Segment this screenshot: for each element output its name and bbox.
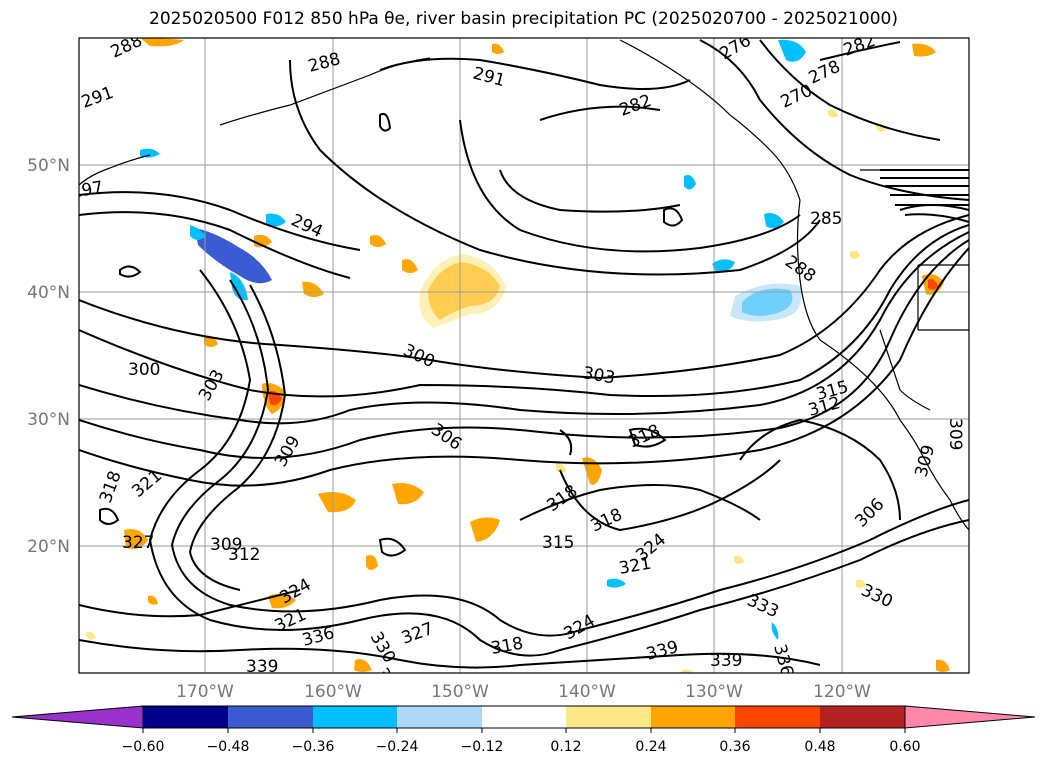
contour-label: 330 <box>372 665 406 703</box>
colorbar-swatch <box>313 706 397 728</box>
colorbar-label: 0.48 <box>804 739 835 755</box>
precip-anomaly-shading <box>86 38 950 673</box>
lat-labels: 50°N 40°N 30°N 20°N <box>27 156 70 557</box>
lon-label-120w: 120°W <box>813 682 871 702</box>
colorbar-swatch <box>566 706 651 728</box>
colorbar-swatch <box>228 706 313 728</box>
colorbar-swatch <box>397 706 482 728</box>
colorbar-label: 0.12 <box>550 739 581 755</box>
lat-label-30n: 30°N <box>27 410 70 430</box>
contour-label: 339 <box>710 651 742 671</box>
lon-labels: 170°W 160°W 150°W 140°W 130°W 120°W <box>176 682 871 702</box>
colorbar-extend-max <box>904 705 1036 729</box>
contour-label: 315 <box>542 533 574 553</box>
lon-label-150w: 150°W <box>431 682 489 702</box>
contour-label: 309 <box>945 418 965 450</box>
colorbar-label: 0.36 <box>719 739 750 755</box>
contour-label: 309 <box>210 535 242 555</box>
colorbar-swatch <box>143 706 228 728</box>
lon-label-140w: 140°W <box>558 682 616 702</box>
colorbar-label: 0.24 <box>635 739 666 755</box>
colorbar-swatch <box>482 706 566 728</box>
lon-label-130w: 130°W <box>685 682 743 702</box>
colorbar-swatch <box>735 706 820 728</box>
colorbar-label: −0.36 <box>292 739 335 755</box>
colorbar-swatch <box>651 706 735 728</box>
colorbar: −0.60 −0.48 −0.36 −0.24 −0.12 0.12 0.24 … <box>11 705 1036 755</box>
contour-label: 285 <box>810 209 842 229</box>
lon-label-170w: 170°W <box>176 682 234 702</box>
colorbar-label: −0.12 <box>461 739 504 755</box>
theta-e-contours <box>79 39 969 669</box>
map-plot: 288 291 288 291 297 294 282 276 282 278 … <box>79 38 969 703</box>
colorbar-swatch <box>820 706 905 728</box>
lat-label-50n: 50°N <box>27 156 70 176</box>
colorbar-label: −0.60 <box>122 739 165 755</box>
lat-label-20n: 20°N <box>27 537 70 557</box>
graticule <box>79 38 969 673</box>
contour-label: 300 <box>128 360 160 380</box>
lat-label-40n: 40°N <box>27 283 70 303</box>
lon-label-160w: 160°W <box>304 682 362 702</box>
coastline <box>79 39 969 531</box>
colorbar-extend-min <box>11 705 144 729</box>
map-frame <box>78 37 970 674</box>
colorbar-label: −0.24 <box>376 739 419 755</box>
colorbar-label: −0.48 <box>207 739 250 755</box>
colorbar-frame <box>142 705 906 729</box>
contour-label: 327 <box>122 533 154 553</box>
contour-label: 312 <box>228 545 260 565</box>
contour-label: 339 <box>246 657 278 677</box>
colorbar-ticks <box>142 728 906 733</box>
map-title: 2025020500 F012 850 hPa θe, river basin … <box>149 9 898 29</box>
colorbar-label: 0.60 <box>889 739 920 755</box>
